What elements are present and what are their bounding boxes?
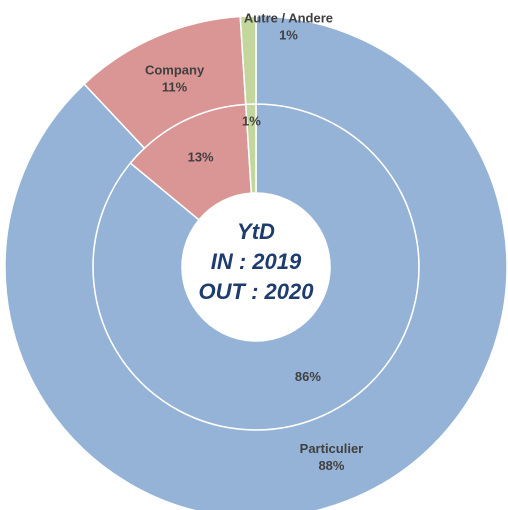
center-text: YtD (237, 219, 275, 244)
value-label: 1% (279, 28, 298, 43)
value-label: 11% (162, 79, 188, 94)
value-label: 1% (242, 114, 261, 129)
center-text: OUT : 2020 (199, 279, 315, 304)
donut-segment (4, 15, 508, 510)
value-label: 86% (295, 369, 321, 384)
category-label: Company (145, 62, 205, 77)
center-text: IN : 2019 (211, 249, 302, 274)
value-label: 88% (318, 458, 344, 473)
category-label: Particulier (300, 441, 364, 456)
value-label: 13% (188, 150, 214, 165)
category-label: Autre / Andere (244, 11, 333, 26)
donut-segment (239, 15, 257, 106)
